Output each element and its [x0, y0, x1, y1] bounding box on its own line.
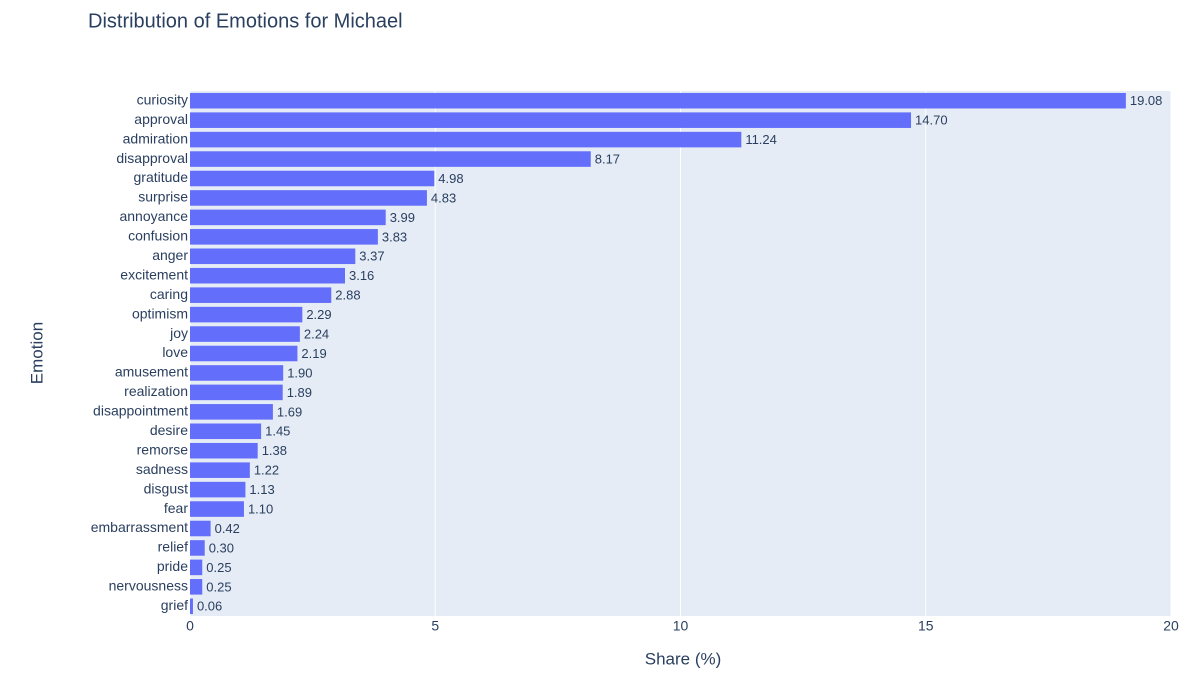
bar: [190, 559, 203, 576]
bar: [190, 326, 300, 342]
bar: [190, 190, 427, 206]
value-label: 1.13: [249, 482, 274, 497]
y-tick-label: grief: [161, 597, 188, 613]
y-tick-label: disgust: [144, 480, 188, 496]
value-label: 0.30: [209, 540, 234, 555]
value-label: 11.24: [745, 132, 777, 147]
bar: [190, 112, 912, 128]
y-tick-label: excitement: [120, 266, 188, 282]
value-label: 1.89: [287, 385, 312, 400]
value-label: 2.24: [304, 326, 329, 341]
y-tick-label: remorse: [137, 441, 189, 457]
y-tick-label: disappointment: [93, 403, 188, 419]
value-label: 3.16: [349, 268, 374, 283]
y-tick-label: sadness: [136, 461, 188, 477]
x-tick-label: 15: [918, 618, 934, 634]
y-tick-label: amusement: [115, 364, 188, 380]
bar: [190, 92, 1126, 109]
bar: [190, 345, 298, 362]
bar: [190, 131, 742, 148]
y-tick-label: surprise: [138, 189, 188, 205]
value-label: 3.99: [390, 210, 415, 225]
x-tick-label: 5: [431, 618, 439, 634]
y-tick-label: optimism: [132, 305, 188, 321]
value-label: 1.10: [248, 501, 273, 516]
y-tick-label: love: [162, 344, 188, 360]
value-label: 3.37: [359, 249, 384, 264]
value-label: 3.83: [382, 229, 407, 244]
value-label: 8.17: [595, 151, 620, 166]
value-label: 1.22: [254, 463, 279, 478]
bar: [190, 520, 211, 537]
value-label: 2.29: [306, 307, 331, 322]
bar: [190, 306, 303, 323]
value-label: 0.42: [215, 521, 240, 536]
y-tick-label: disapproval: [116, 150, 188, 166]
bar: [190, 365, 284, 381]
bar: [190, 170, 435, 187]
value-label: 0.06: [197, 599, 222, 614]
y-tick-label: pride: [157, 558, 188, 574]
y-tick-label: joy: [169, 325, 188, 341]
value-label: 0.25: [206, 579, 231, 594]
value-label: 19.08: [1130, 93, 1163, 108]
x-tick-label: 10: [673, 618, 689, 634]
y-tick-label: admiration: [123, 130, 188, 146]
value-label: 2.88: [335, 288, 360, 303]
chart-title: Distribution of Emotions for Michael: [88, 10, 403, 32]
bar: [190, 540, 205, 556]
bar: [190, 579, 203, 595]
y-tick-label: annoyance: [119, 208, 188, 224]
value-label: 4.98: [438, 171, 463, 186]
value-label: 1.45: [265, 424, 290, 439]
bar: [190, 442, 258, 459]
bar: [190, 248, 356, 265]
bar: [190, 287, 332, 303]
bar: [190, 501, 244, 517]
y-tick-label: approval: [134, 111, 188, 127]
y-tick-label: nervousness: [109, 578, 188, 594]
bar: [190, 229, 378, 245]
bar: [190, 404, 273, 420]
bar: [190, 462, 250, 478]
x-axis-label: Share (%): [645, 649, 722, 668]
y-tick-label: gratitude: [134, 169, 189, 185]
bar: [190, 384, 283, 401]
y-axis-label: Emotion: [27, 322, 46, 384]
bar: [190, 598, 193, 615]
y-tick-label: desire: [150, 422, 188, 438]
bar: [190, 151, 591, 167]
y-tick-label: anger: [152, 247, 188, 263]
value-label: 14.70: [915, 113, 948, 128]
y-tick-label: realization: [124, 383, 188, 399]
bar: [190, 423, 262, 440]
value-label: 1.69: [277, 404, 302, 419]
value-label: 4.83: [431, 190, 456, 205]
value-label: 0.25: [206, 560, 231, 575]
value-label: 1.90: [287, 365, 312, 380]
x-tick-label: 0: [186, 618, 194, 634]
y-tick-label: embarrassment: [91, 519, 188, 535]
y-tick-label: curiosity: [137, 91, 188, 107]
y-tick-label: relief: [158, 539, 188, 555]
y-tick-label: confusion: [128, 228, 188, 244]
y-tick-label: fear: [164, 500, 188, 516]
value-label: 2.19: [301, 346, 326, 361]
value-label: 1.38: [262, 443, 287, 458]
bar: [190, 267, 345, 284]
bar: [190, 209, 386, 226]
bar: [190, 481, 246, 498]
y-tick-label: caring: [150, 286, 188, 302]
x-tick-label: 20: [1163, 618, 1179, 634]
